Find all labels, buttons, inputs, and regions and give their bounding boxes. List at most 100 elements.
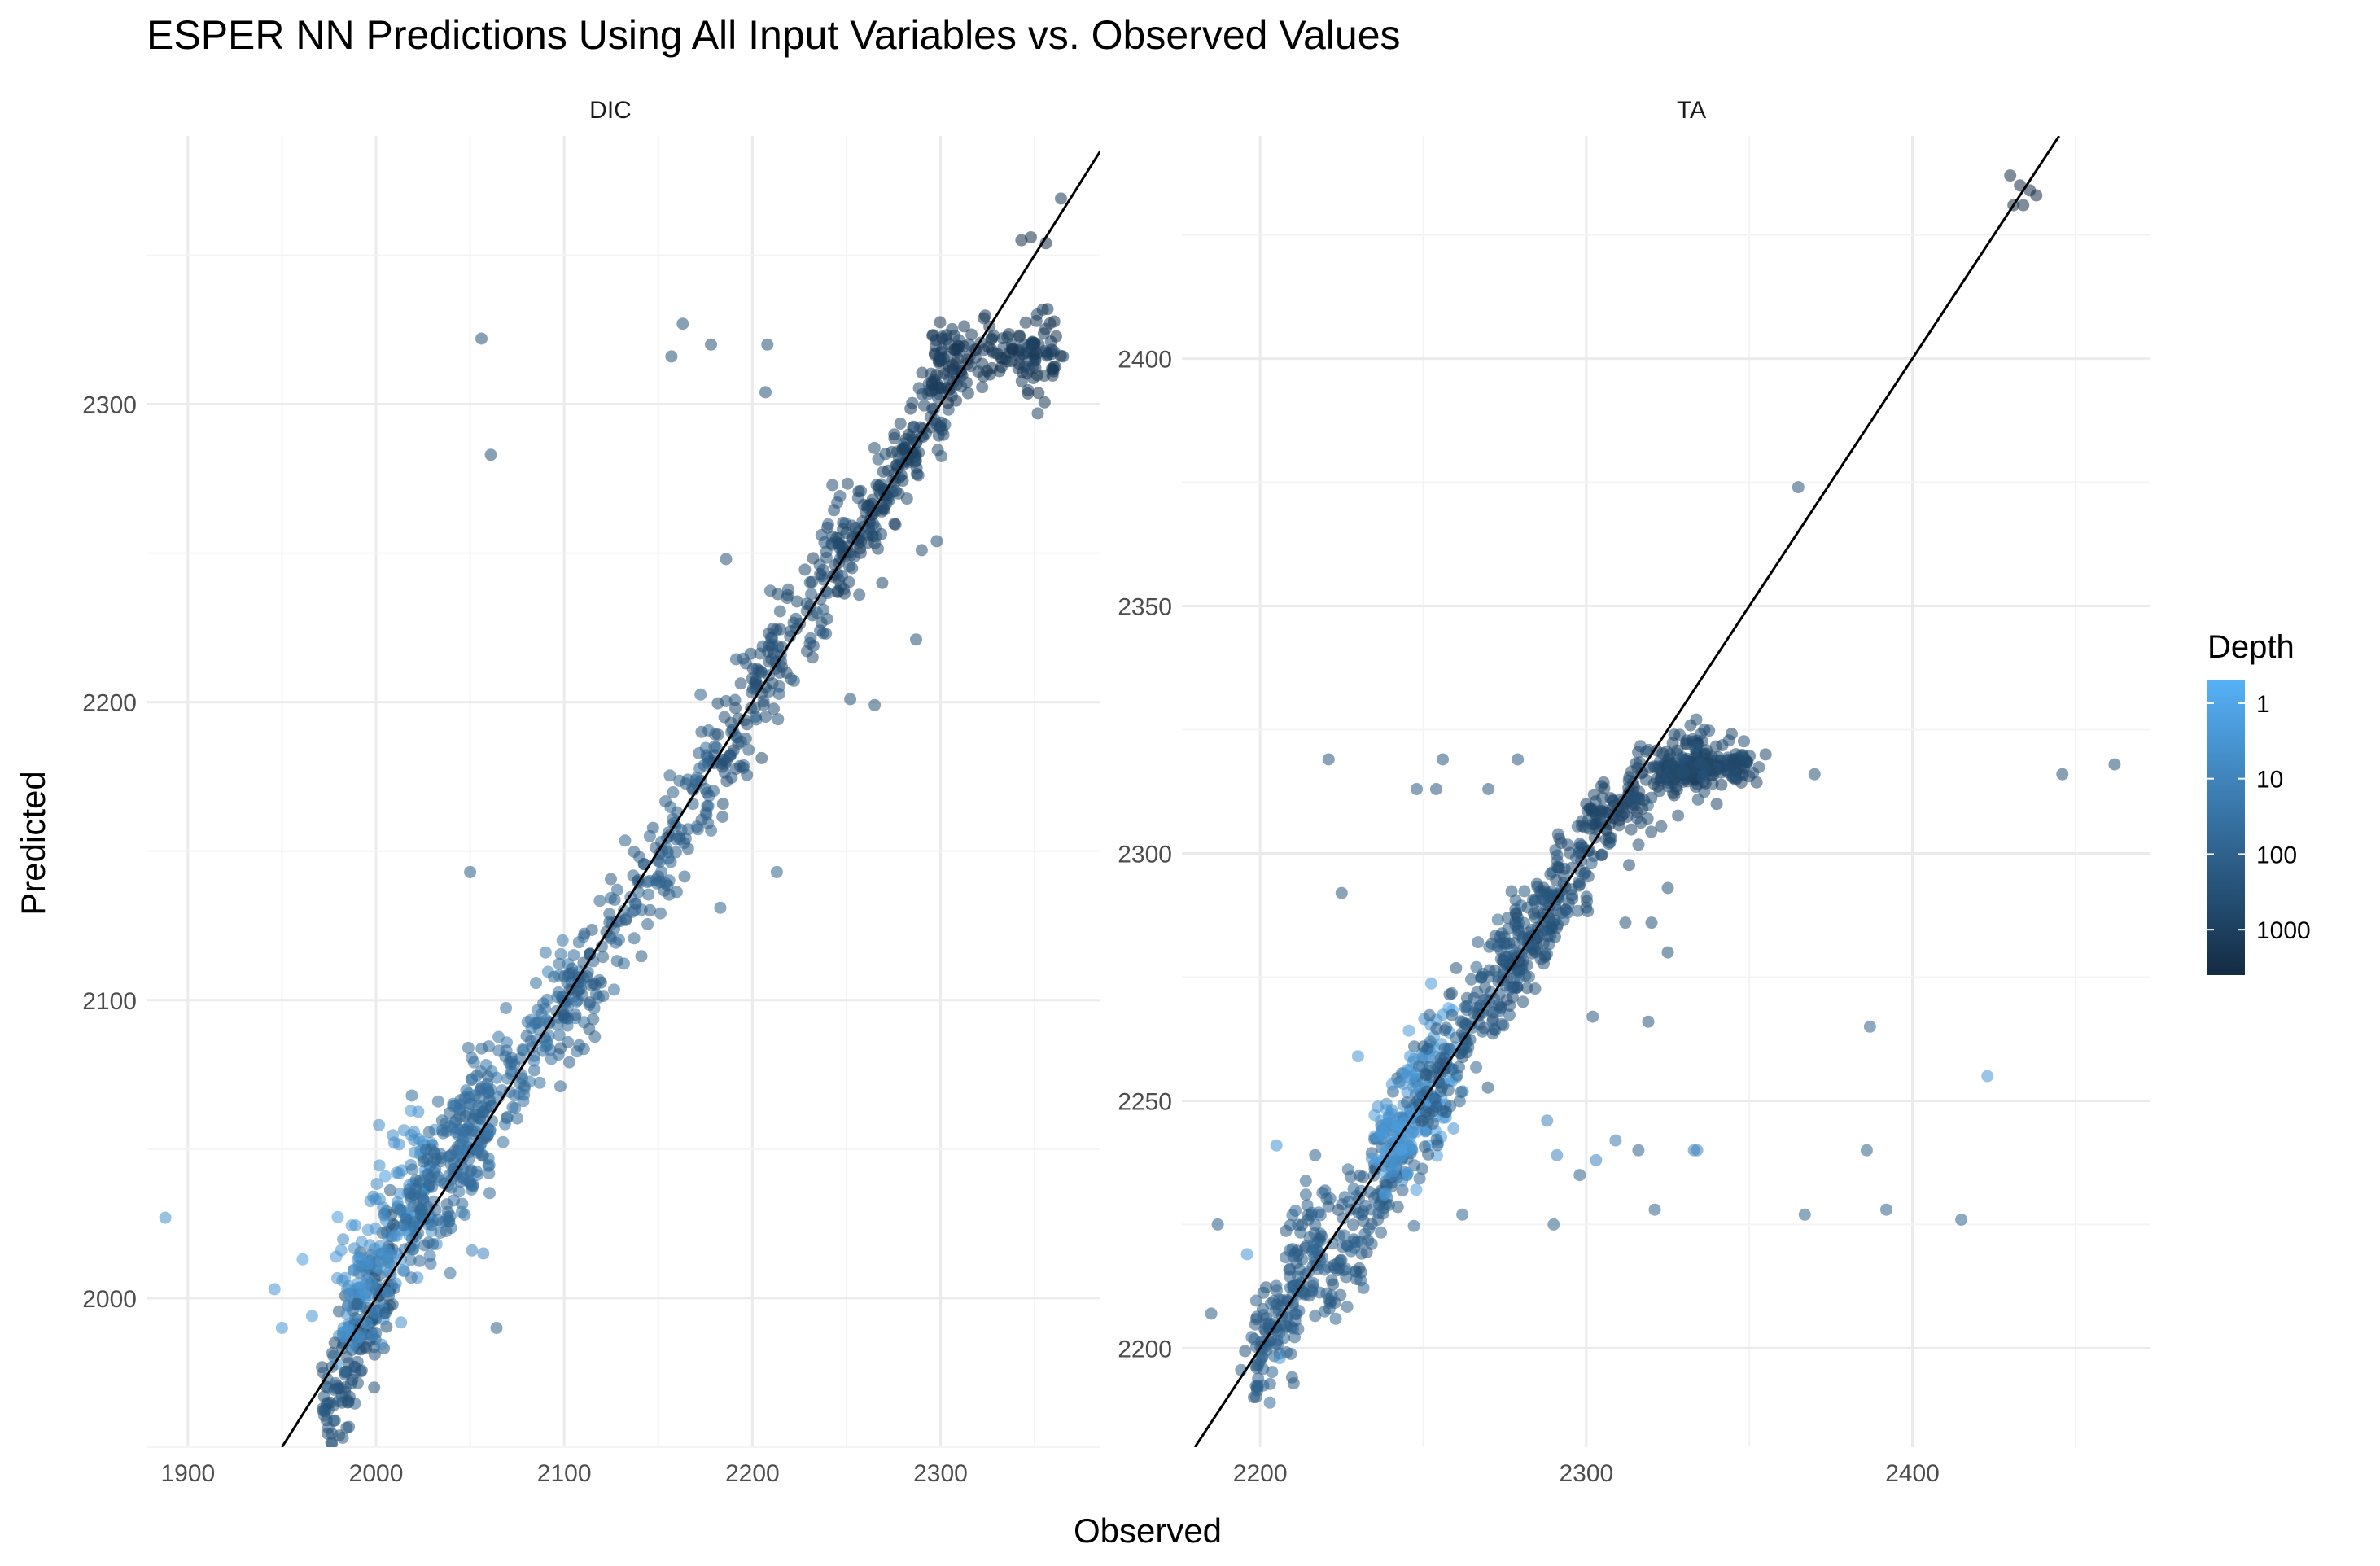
scatter-point: [1491, 913, 1504, 926]
scatter-point: [1430, 783, 1442, 795]
scatter-point: [1250, 1313, 1262, 1326]
scatter-point: [1750, 776, 1763, 789]
scatter-point: [490, 1322, 503, 1334]
scatter-point: [628, 932, 641, 945]
scatter-point: [1456, 1208, 1469, 1221]
scatter-point: [1538, 895, 1551, 908]
scatter-point: [1341, 1163, 1354, 1176]
scatter-point: [275, 1322, 288, 1334]
scatter-point: [1289, 1205, 1302, 1217]
scatter-point: [935, 450, 948, 462]
scatter-point: [424, 1258, 437, 1271]
scatter-point: [340, 1307, 353, 1320]
scatter-point: [714, 901, 727, 914]
scatter-point: [1453, 1095, 1466, 1108]
scatter-point: [1442, 1083, 1455, 1096]
scatter-point: [1427, 1117, 1439, 1130]
scatter-point: [1249, 1294, 1262, 1307]
scatter-point: [772, 713, 785, 726]
scatter-point: [814, 593, 827, 606]
scatter-point: [662, 852, 675, 865]
scatter-point: [1385, 1078, 1398, 1091]
scatter-point: [961, 387, 974, 400]
x-tick-label: 2300: [1559, 1460, 1613, 1487]
scatter-point: [361, 1223, 374, 1236]
scatter-point: [925, 385, 938, 398]
scatter-point: [1486, 1027, 1499, 1040]
scatter-point: [844, 693, 857, 706]
scatter-point: [720, 694, 733, 707]
scatter-point: [563, 1056, 575, 1069]
scatter-point: [676, 317, 689, 330]
scatter-point: [972, 365, 985, 378]
scatter-point: [665, 350, 678, 363]
scatter-point: [1492, 999, 1505, 1012]
scatter-point: [594, 976, 607, 989]
scatter-point: [1551, 903, 1564, 916]
scatter-point: [1625, 823, 1638, 836]
scatter-point: [986, 361, 999, 374]
scatter-point: [872, 542, 884, 555]
scatter-point: [1565, 889, 1578, 902]
scatter-point: [1981, 1070, 1994, 1083]
scatter-point: [342, 1318, 355, 1331]
scatter-point: [1518, 885, 1531, 898]
scatter-point: [1296, 1218, 1309, 1231]
scatter-point: [1715, 778, 1728, 791]
scatter-point: [357, 1329, 370, 1342]
scatter-point: [770, 865, 783, 878]
scatter-point: [322, 1421, 335, 1434]
scatter-point: [378, 1209, 391, 1222]
x-tick-label: 2100: [537, 1460, 592, 1487]
legend-tick-label: 10: [2256, 767, 2283, 794]
scatter-point: [1578, 868, 1591, 881]
scatter-point: [1499, 954, 1512, 967]
scatter-point: [348, 1242, 361, 1255]
scatter-point: [464, 865, 477, 878]
scatter-point: [1499, 938, 1512, 950]
scatter-point: [720, 775, 733, 788]
scatter-point: [1287, 1250, 1300, 1262]
scatter-point: [1539, 949, 1552, 962]
scatter-point: [1057, 350, 1070, 363]
scatter-point: [1022, 383, 1035, 396]
scatter-point: [661, 879, 674, 892]
scatter-point: [331, 1210, 344, 1223]
scatter-point: [462, 1041, 475, 1054]
scatter-point: [368, 1282, 381, 1295]
scatter-point: [1326, 1237, 1339, 1250]
scatter-point: [878, 503, 890, 516]
scatter-point: [798, 563, 812, 576]
scatter-point: [1397, 1078, 1410, 1091]
scatter-point: [693, 762, 707, 775]
scatter-point: [1372, 1100, 1385, 1113]
scatter-point: [1621, 795, 1634, 808]
scatter-point: [346, 1373, 359, 1386]
scatter-point: [406, 1163, 419, 1176]
scatter-point: [2014, 179, 2027, 192]
scatter-point: [942, 365, 955, 378]
scatter-point: [1470, 960, 1483, 973]
scatter-point: [610, 883, 623, 896]
scatter-point: [419, 1144, 432, 1157]
scatter-point: [910, 467, 923, 480]
scatter-point: [1271, 1284, 1283, 1297]
x-axis-title: Observed: [1074, 1511, 1222, 1550]
scatter-point: [447, 1166, 460, 1178]
scatter-point: [1410, 1183, 1423, 1196]
scatter-point: [781, 592, 794, 605]
scatter-point: [906, 396, 919, 409]
scatter-point: [583, 998, 596, 1011]
scatter-point: [1273, 1352, 1286, 1365]
scatter-point: [364, 1195, 377, 1208]
scatter-point: [370, 1178, 383, 1190]
scatter-point: [1355, 1247, 1368, 1260]
scatter-point: [1284, 1270, 1297, 1283]
scatter-point: [374, 1240, 387, 1253]
legend-tick-label: 1: [2256, 691, 2270, 718]
scatter-point: [539, 946, 552, 959]
scatter-point: [742, 743, 755, 756]
scatter-point: [678, 870, 691, 883]
scatter-point: [444, 1266, 457, 1279]
scatter-point: [814, 567, 827, 580]
